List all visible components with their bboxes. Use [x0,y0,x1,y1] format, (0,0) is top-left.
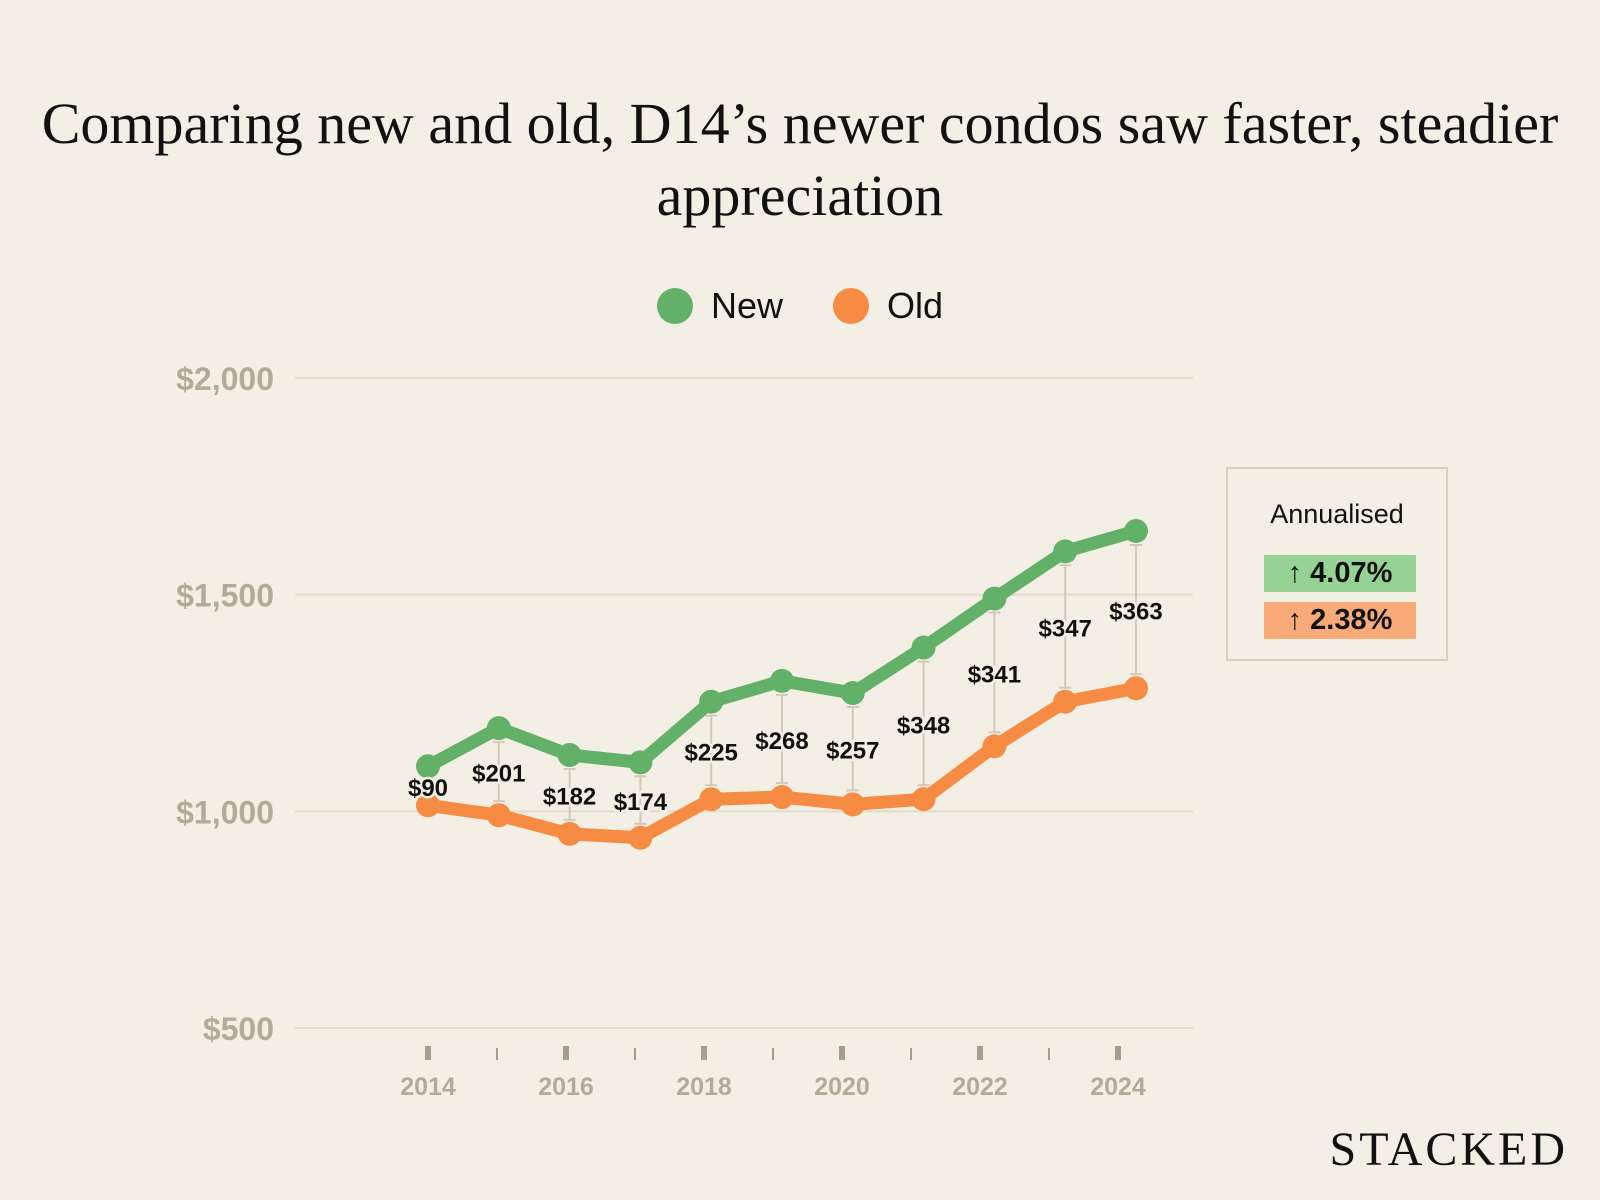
point-new [770,668,794,693]
point-old [557,821,582,846]
y-tick-label: $500 [203,1011,274,1047]
point-new [628,750,653,775]
gap-label: $347 [1039,616,1092,643]
legend: New Old [0,285,1600,327]
x-tick [1048,1048,1050,1060]
x-tick [1115,1046,1121,1060]
gap-label: $363 [1109,599,1162,626]
x-tick [772,1048,774,1060]
x-tick [496,1048,498,1060]
gap-label: $225 [685,739,738,766]
point-new [840,681,865,706]
point-old [1124,676,1148,701]
x-tick-label: 2016 [538,1073,594,1101]
legend-item-old: Old [833,285,943,327]
point-new [982,586,1007,611]
point-new [416,754,440,779]
gap-label: $182 [543,783,596,810]
annualised-old: ↑ 2.38% [1264,602,1416,639]
x-tick [634,1048,636,1060]
y-tick-label: $2,000 [176,361,274,397]
point-new [1124,518,1148,543]
legend-label-new: New [710,285,783,326]
point-old [840,792,865,817]
x-tick [839,1046,845,1060]
x-tick [977,1046,983,1060]
point-new [699,689,724,714]
point-new [486,716,511,741]
gap-label: $268 [755,728,808,755]
point-old [486,803,511,828]
chart-title: Comparing new and old, D14’s newer condo… [41,91,1559,228]
point-new [557,743,582,767]
point-old [416,793,440,818]
annualised-box: Annualised ↑ 4.07% ↑ 2.38% [1226,467,1448,661]
x-tick-label: 2022 [952,1073,1008,1101]
gap-label: $341 [968,661,1021,688]
point-old [911,787,936,812]
point-old [1053,689,1078,714]
x-tick [701,1046,707,1060]
legend-dot-new-icon [656,288,693,324]
point-new [1053,539,1078,564]
legend-label-old: Old [887,285,944,326]
gap-label: $90 [408,775,448,802]
x-tick [563,1046,569,1060]
point-old [770,785,794,810]
x-tick-label: 2020 [814,1073,870,1101]
gap-label: $201 [472,761,525,788]
legend-dot-old-icon [833,288,869,324]
x-tick-label: 2014 [400,1073,456,1101]
y-tick-label: $1,000 [176,794,274,830]
stacked-logo: STACKED [1329,1123,1568,1176]
x-tick-label: 2018 [676,1073,732,1101]
point-new [911,635,936,660]
y-tick-label: $1,500 [176,578,274,614]
legend-item-new: New [656,285,783,327]
annualised-new: ↑ 4.07% [1264,555,1416,592]
gap-label: $174 [614,789,668,816]
annualised-heading: Annualised [1270,499,1404,529]
x-tick [425,1046,431,1060]
point-old [982,734,1007,759]
gap-label: $348 [897,712,950,739]
x-tick [910,1048,912,1060]
gap-label: $257 [826,738,879,765]
point-old [699,787,724,812]
x-tick-label: 2024 [1090,1073,1146,1101]
point-old [628,825,653,850]
